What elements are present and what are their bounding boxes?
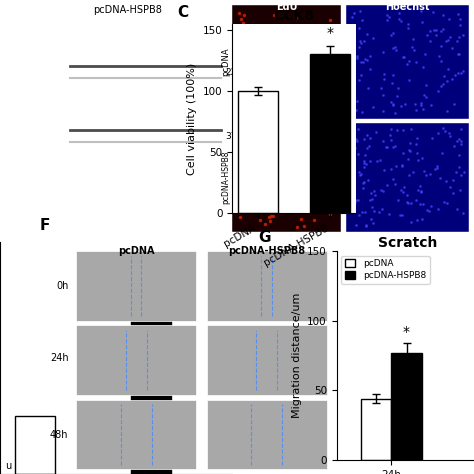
Bar <box>346 5 469 118</box>
Text: 24h: 24h <box>50 353 68 363</box>
Bar <box>238 91 278 213</box>
Text: u: u <box>5 461 11 471</box>
Bar <box>76 400 196 469</box>
Bar <box>391 353 422 460</box>
Bar <box>207 400 327 469</box>
Text: pcDNA-HSPB8: pcDNA-HSPB8 <box>228 246 305 256</box>
Bar <box>232 123 341 232</box>
Bar <box>310 55 350 213</box>
Text: pcDNA: pcDNA <box>118 246 155 256</box>
Text: 0h: 0h <box>56 281 68 291</box>
Bar <box>76 325 196 395</box>
Bar <box>232 5 341 118</box>
Text: C: C <box>177 5 188 20</box>
Text: G: G <box>258 230 271 246</box>
Text: Hoechst: Hoechst <box>385 2 430 12</box>
Text: *: * <box>327 26 334 40</box>
Bar <box>207 325 327 395</box>
Bar <box>131 300 171 474</box>
Y-axis label: Migration distance/um: Migration distance/um <box>292 293 301 418</box>
Text: *: * <box>403 325 410 339</box>
Text: pcDNA-HSPB8: pcDNA-HSPB8 <box>221 151 230 204</box>
Bar <box>15 416 55 474</box>
Bar <box>76 251 196 321</box>
Bar <box>361 399 391 460</box>
Text: EdU: EdU <box>276 2 297 12</box>
Title: Scratch: Scratch <box>378 236 438 250</box>
Text: 48h: 48h <box>50 429 68 439</box>
Legend: pcDNA, pcDNA-HSPB8: pcDNA, pcDNA-HSPB8 <box>341 256 429 283</box>
Text: F: F <box>40 218 50 233</box>
Bar <box>346 123 469 232</box>
Text: *: * <box>148 271 154 284</box>
Text: pcDNA-HSPB8: pcDNA-HSPB8 <box>93 5 162 15</box>
Text: 37kD: 37kD <box>225 132 249 141</box>
Text: 22kD: 22kD <box>225 68 249 77</box>
Text: pcDNA: pcDNA <box>221 47 230 76</box>
Y-axis label: Cell viability (100%): Cell viability (100%) <box>187 63 197 174</box>
Bar <box>207 251 327 321</box>
Title: CCK8: CCK8 <box>273 9 314 23</box>
